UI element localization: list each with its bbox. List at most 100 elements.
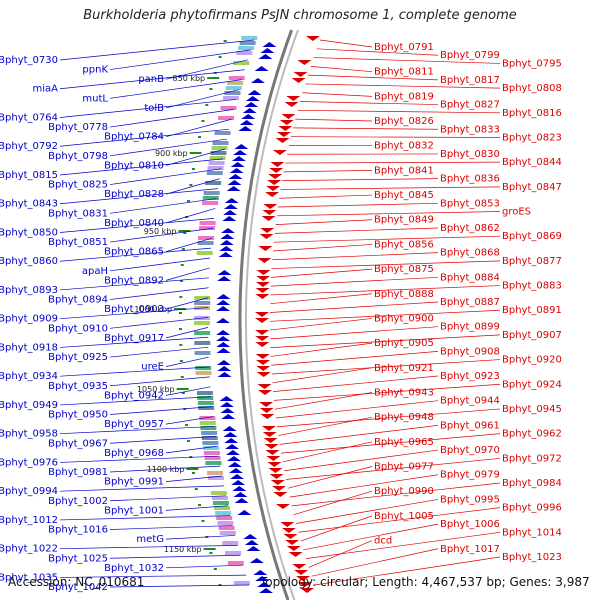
- gene-label-right: Bphyt_0830: [440, 149, 500, 160]
- gene-arrow-forward: [228, 174, 243, 179]
- gene-label-left: Bphyt_0949: [0, 400, 58, 411]
- minor-tick: [194, 152, 198, 154]
- gene-arrow-forward: [220, 408, 235, 413]
- gene-arrow-forward: [234, 144, 249, 149]
- feature-block: [227, 561, 244, 565]
- gene-leader-right: [305, 531, 501, 559]
- gene-arrow-forward: [222, 216, 237, 221]
- feature-block: [194, 301, 211, 305]
- gene-leader-right: [302, 92, 373, 97]
- gene-label-right: Bphyt_0905: [374, 338, 434, 349]
- gene-label-left: mutL: [82, 93, 108, 104]
- feature-block: [209, 156, 226, 160]
- gene-arrow-reverse: [256, 276, 271, 281]
- accession-text: Accession: NC_010681: [8, 575, 145, 589]
- gene-arrow-forward: [241, 114, 256, 119]
- gene-arrow-forward: [230, 474, 244, 479]
- feature-block: [202, 441, 219, 445]
- gene-leader-left: [59, 455, 219, 463]
- feature-block: [198, 236, 214, 240]
- gene-label-left: Bphyt_0843: [0, 199, 58, 210]
- gene-label-right: Bphyt_0920: [502, 355, 562, 366]
- gene-leader-left: [109, 317, 209, 329]
- gene-label-left: Bphyt_0994: [0, 486, 58, 497]
- gene-label-right: Bphyt_1017: [440, 544, 500, 555]
- gene-leader-left: [109, 287, 209, 300]
- gene-arrow-forward: [216, 348, 231, 353]
- gene-arrow-reverse: [278, 126, 293, 131]
- gene-leader-right: [280, 186, 501, 190]
- gene-label-right: Bphyt_0996: [502, 503, 562, 514]
- gene-label-right: Bphyt_0962: [502, 429, 562, 440]
- gene-arrow-reverse: [267, 180, 282, 185]
- gene-label-left: Bphyt_0860: [0, 256, 58, 267]
- feature-block: [208, 476, 224, 480]
- gene-label-right: Bphyt_0979: [440, 470, 500, 481]
- gene-label-right: Bphyt_0836: [440, 174, 500, 185]
- gene-leader-right: [300, 515, 373, 542]
- gene-arrow-reverse: [262, 432, 277, 437]
- gene-arrow-forward: [219, 402, 234, 407]
- gene-arrow-forward: [220, 234, 235, 239]
- gene-arrow-reverse: [257, 384, 272, 389]
- feature-block: [211, 496, 228, 500]
- gene-arrow-reverse: [298, 582, 313, 587]
- gene-label-right: Bphyt_0826: [374, 116, 434, 127]
- gene-leader-right: [298, 507, 501, 533]
- topology-text: Topology: circular; Length: 4,467,537 bp…: [260, 575, 590, 589]
- gene-label-right: Bphyt_0791: [374, 42, 434, 53]
- gene-label-right: Bphyt_0856: [374, 239, 434, 250]
- scale-tick-label: 1150 kbp: [164, 545, 202, 554]
- gene-leader-right: [297, 109, 501, 114]
- gene-label-left: Bphyt_0865: [104, 247, 164, 258]
- gene-leader-right: [295, 118, 373, 122]
- gene-arrow-forward: [245, 96, 260, 101]
- gene-leader-left: [165, 505, 229, 511]
- gene-leader-right: [282, 441, 373, 463]
- gene-arrow-reverse: [261, 216, 276, 221]
- gene-arrow-forward: [253, 570, 268, 575]
- feature-block: [194, 321, 210, 325]
- minor-tick: [223, 40, 227, 42]
- gene-leader-right: [293, 127, 439, 130]
- gene-label-right: Bphyt_0845: [374, 190, 434, 201]
- gene-label-left: Bphyt_0792: [0, 141, 58, 152]
- gene-arrow-forward: [247, 90, 262, 95]
- gene-leader-left: [59, 39, 255, 61]
- feature-block: [210, 491, 227, 495]
- gene-arrow-reverse: [280, 522, 295, 527]
- gene-leader-left: [165, 89, 240, 109]
- gene-arrow-forward: [244, 102, 259, 107]
- minor-tick: [194, 488, 198, 490]
- gene-arrow-reverse: [269, 474, 284, 479]
- gene-leader-right: [282, 178, 439, 181]
- gene-leader-left: [165, 564, 244, 569]
- gene-leader-right: [305, 83, 501, 89]
- gene-arrow-forward: [257, 582, 272, 587]
- gene-arrow-forward: [217, 372, 232, 377]
- gene-label-right: Bphyt_0827: [440, 100, 500, 111]
- gene-label-right: Bphyt_0816: [502, 108, 562, 119]
- gene-arrow-reverse: [267, 462, 282, 467]
- gene-leader-left: [165, 327, 209, 339]
- gene-leader-left: [59, 188, 218, 205]
- gene-leader-left: [109, 495, 226, 502]
- gene-label-right: Bphyt_0847: [502, 182, 562, 193]
- feature-block: [225, 86, 242, 90]
- gene-leader-right: [276, 211, 501, 217]
- feature-block: [196, 391, 213, 395]
- gene-leader-right: [271, 359, 501, 375]
- minor-tick: [179, 344, 183, 346]
- feature-block: [201, 431, 218, 435]
- feature-block: [205, 181, 222, 185]
- gene-leader-left: [109, 109, 234, 128]
- feature-block: [197, 396, 214, 400]
- gene-leader-right: [271, 268, 373, 278]
- gene-arrow-reverse: [256, 372, 271, 377]
- gene-label-right: groES: [502, 207, 531, 218]
- gene-leader-left: [59, 158, 224, 176]
- gene-arrow-reverse: [297, 60, 312, 65]
- gene-arrow-reverse: [305, 36, 320, 41]
- gene-leader-left: [59, 485, 224, 492]
- feature-block: [194, 341, 211, 345]
